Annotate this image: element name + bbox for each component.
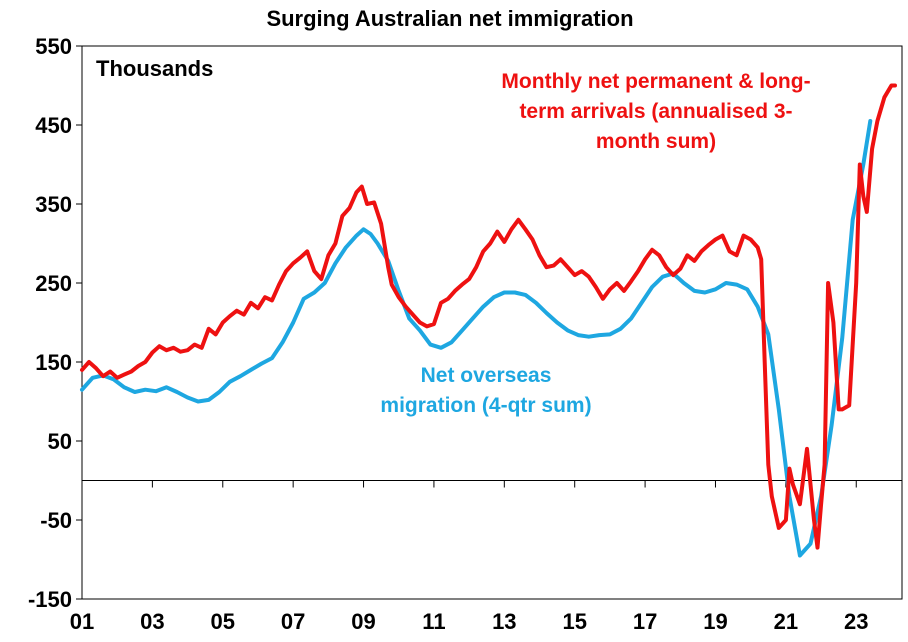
y-tick-label: 250 — [35, 271, 72, 296]
plot-frame — [81, 45, 903, 600]
x-tick-label: 03 — [140, 609, 164, 634]
chart-title: Surging Australian net immigration — [266, 6, 633, 31]
x-tick-label: 21 — [774, 609, 798, 634]
x-tick-label: 15 — [562, 609, 586, 634]
red-series-label-line: month sum) — [596, 130, 716, 153]
y-tick-label: -50 — [40, 508, 72, 533]
blue-series-label-line: migration (4-qtr sum) — [380, 394, 591, 417]
x-tick-label: 11 — [422, 609, 445, 634]
blue-series-label-line: Net overseas — [421, 364, 552, 387]
red-series-label: Monthly net permanent & long-term arriva… — [501, 70, 810, 153]
x-axis-ticks: 01 03 05 07 09 11 13 15 17 19 21 23 — [70, 480, 868, 634]
unit-label: Thousands — [96, 56, 213, 81]
y-tick-label: -150 — [28, 587, 72, 612]
blue-series-line — [80, 119, 873, 558]
y-axis-ticks: 550 450 350 250 150 50 -50 -150 — [28, 34, 82, 612]
red-series-line — [80, 83, 897, 550]
y-tick-label: 50 — [48, 429, 72, 454]
red-series-label-line: term arrivals (annualised 3- — [519, 100, 792, 123]
red-series-label-line: Monthly net permanent & long- — [501, 70, 810, 93]
x-tick-label: 07 — [281, 609, 305, 634]
blue-series-label: Net overseas migration (4-qtr sum) — [380, 364, 591, 417]
y-tick-label: 450 — [35, 113, 72, 138]
x-tick-label: 09 — [351, 609, 375, 634]
y-tick-label: 550 — [35, 34, 72, 59]
y-tick-label: 350 — [35, 192, 72, 217]
y-tick-label: 150 — [35, 350, 72, 375]
x-tick-label: 01 — [70, 609, 94, 634]
x-tick-label: 17 — [633, 609, 657, 634]
x-tick-label: 13 — [492, 609, 516, 634]
x-tick-label: 19 — [703, 609, 727, 634]
x-tick-label: 05 — [211, 609, 235, 634]
series-layer — [80, 83, 897, 558]
x-tick-label: 23 — [844, 609, 868, 634]
